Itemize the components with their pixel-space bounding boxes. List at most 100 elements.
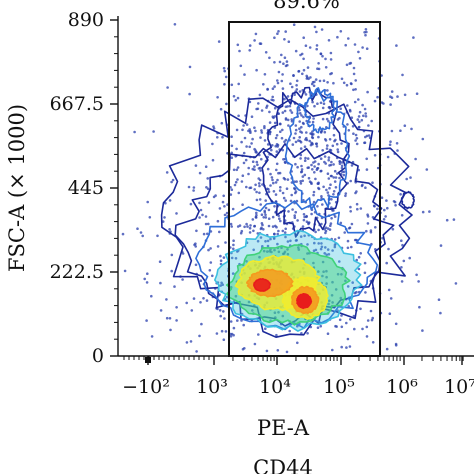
- outlier-point: [255, 68, 258, 72]
- outlier-point: [373, 154, 377, 157]
- outlier-point: [396, 95, 399, 98]
- outlier-point: [324, 57, 327, 61]
- outlier-point: [168, 199, 172, 202]
- outlier-point: [333, 243, 337, 247]
- outlier-point: [248, 231, 252, 234]
- outlier-point: [267, 217, 271, 220]
- outlier-point: [328, 299, 331, 303]
- outlier-point: [354, 88, 357, 91]
- outlier-point: [350, 245, 353, 249]
- outlier-point: [209, 247, 212, 250]
- outlier-point: [421, 137, 425, 141]
- outlier-point: [276, 32, 279, 35]
- outlier-point: [287, 40, 291, 43]
- outlier-point: [301, 72, 304, 76]
- outlier-point: [339, 221, 343, 225]
- x-tick-label: −10²: [122, 376, 170, 398]
- outlier-point: [278, 217, 281, 220]
- outlier-point: [290, 85, 294, 89]
- outlier-point: [225, 211, 229, 215]
- outlier-point: [352, 72, 356, 76]
- outlier-point: [239, 231, 243, 235]
- outlier-point: [366, 213, 369, 216]
- outlier-point: [272, 190, 276, 193]
- outlier-point: [265, 104, 269, 108]
- outlier-point: [329, 58, 333, 61]
- outlier-point: [364, 186, 367, 189]
- outlier-point: [148, 216, 152, 219]
- outlier-point: [273, 205, 276, 208]
- outlier-point: [357, 98, 360, 101]
- outlier-point: [205, 299, 209, 302]
- outlier-point: [330, 72, 334, 75]
- outlier-point: [303, 173, 307, 177]
- outlier-point: [322, 185, 325, 189]
- outlier-point: [247, 129, 250, 133]
- outlier-point: [260, 213, 264, 216]
- outlier-point: [253, 126, 256, 129]
- outlier-point: [283, 97, 286, 101]
- outlier-point: [281, 229, 285, 233]
- outlier-point: [327, 156, 331, 159]
- outlier-point: [306, 66, 310, 69]
- outlier-point: [360, 118, 364, 122]
- outlier-point: [239, 64, 243, 68]
- outlier-point: [284, 105, 288, 109]
- outlier-point: [192, 189, 195, 192]
- outlier-point: [278, 189, 282, 192]
- outlier-point: [254, 211, 258, 215]
- outlier-point: [266, 244, 270, 248]
- outlier-point: [295, 180, 298, 183]
- outlier-point: [220, 281, 223, 285]
- outlier-point: [279, 219, 282, 223]
- outlier-point: [399, 193, 402, 196]
- outlier-point: [333, 238, 337, 241]
- outlier-point: [276, 349, 280, 352]
- outlier-point: [245, 145, 248, 148]
- x-axis-title: PE-A: [257, 416, 310, 440]
- outlier-point: [414, 157, 417, 161]
- outlier-point: [353, 327, 356, 331]
- outlier-point: [224, 180, 228, 183]
- outlier-point: [279, 130, 282, 133]
- outlier-point: [312, 249, 316, 252]
- outlier-point: [159, 281, 162, 285]
- outlier-point: [219, 314, 222, 318]
- outlier-point: [198, 171, 202, 175]
- outlier-point: [302, 36, 306, 39]
- outlier-point: [230, 225, 233, 228]
- outlier-point: [324, 229, 328, 233]
- outlier-point: [165, 171, 169, 174]
- outlier-point: [297, 248, 301, 251]
- outlier-point: [285, 187, 289, 190]
- outlier-point: [170, 180, 173, 184]
- outlier-point: [332, 193, 335, 196]
- outlier-point: [282, 196, 286, 200]
- outlier-point: [299, 130, 302, 133]
- outlier-point: [417, 280, 420, 283]
- outlier-point: [376, 95, 379, 99]
- outlier-point: [261, 223, 264, 227]
- outlier-point: [264, 51, 268, 54]
- outlier-point: [268, 132, 272, 136]
- outlier-point: [289, 239, 292, 243]
- outlier-point: [345, 321, 348, 325]
- outlier-point: [275, 150, 279, 153]
- outlier-point: [321, 203, 324, 206]
- outlier-point: [324, 226, 328, 229]
- outlier-point: [408, 256, 412, 260]
- outlier-point: [269, 237, 272, 241]
- outlier-point: [284, 199, 288, 202]
- outlier-point: [454, 282, 458, 285]
- outlier-point: [271, 215, 275, 219]
- outlier-point: [315, 145, 319, 148]
- outlier-point: [355, 190, 358, 193]
- outlier-point: [237, 191, 241, 195]
- outlier-point: [300, 52, 304, 56]
- outlier-point: [374, 226, 377, 229]
- outlier-point: [232, 243, 235, 247]
- outlier-point: [170, 253, 174, 257]
- outlier-point: [367, 124, 370, 127]
- outlier-point: [207, 201, 211, 204]
- outlier-point: [327, 158, 331, 162]
